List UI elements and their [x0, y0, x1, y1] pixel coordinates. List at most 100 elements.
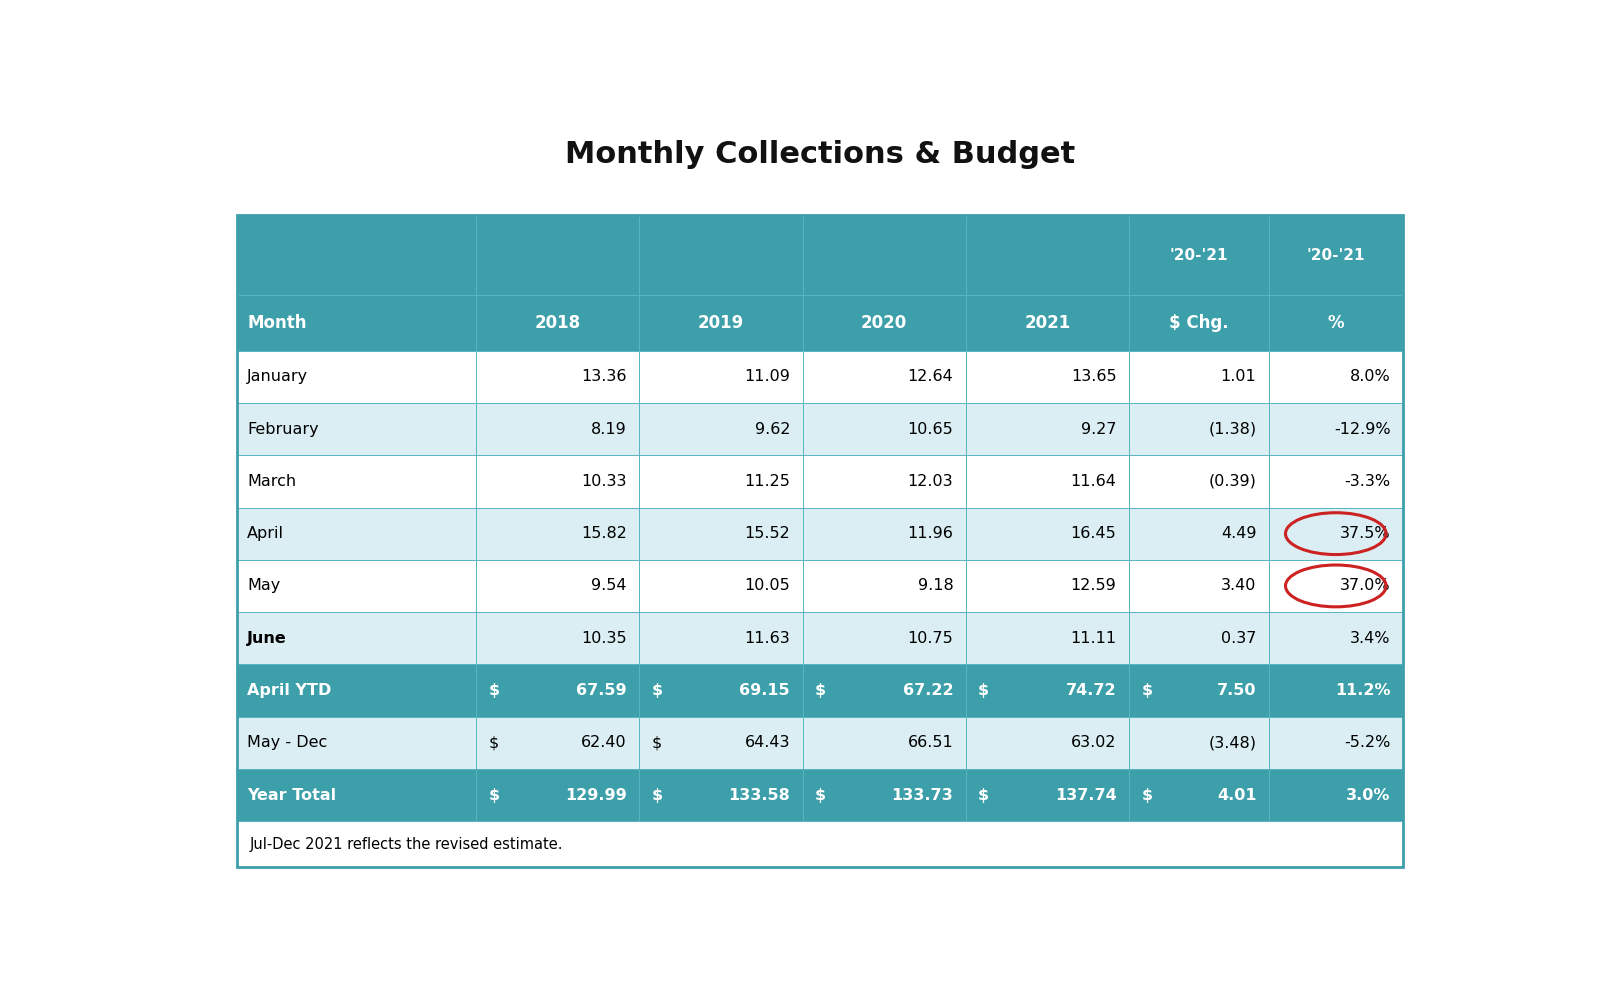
Text: 12.64: 12.64 [907, 370, 954, 384]
Bar [803, 716, 966, 769]
Text: 13.65: 13.65 [1070, 370, 1117, 384]
Bar [966, 664, 1130, 716]
Bar [477, 560, 640, 613]
Text: $ Chg.: $ Chg. [1170, 314, 1229, 332]
Text: 15.82: 15.82 [581, 526, 627, 541]
Text: 63.02: 63.02 [1070, 735, 1117, 750]
Text: 2021: 2021 [1024, 314, 1070, 332]
Bar [1269, 716, 1403, 769]
Bar [237, 215, 477, 296]
Text: 12.59: 12.59 [1070, 579, 1117, 594]
Bar [803, 560, 966, 613]
Bar [477, 769, 640, 821]
Text: 4.01: 4.01 [1218, 788, 1256, 803]
Bar [237, 455, 477, 508]
Text: 12.03: 12.03 [907, 474, 954, 489]
Bar [1130, 664, 1269, 716]
Text: $: $ [1141, 788, 1152, 803]
Text: %: % [1328, 314, 1344, 332]
Text: March: March [246, 474, 296, 489]
Text: Monthly Collections & Budget: Monthly Collections & Budget [565, 139, 1075, 168]
Bar [640, 403, 803, 455]
Text: 3.0%: 3.0% [1346, 788, 1390, 803]
Text: 10.35: 10.35 [581, 630, 627, 645]
Text: (3.48): (3.48) [1208, 735, 1256, 750]
Text: 62.40: 62.40 [581, 735, 627, 750]
Bar [477, 455, 640, 508]
Text: 133.73: 133.73 [891, 788, 954, 803]
Bar [640, 508, 803, 560]
Text: 10.05: 10.05 [744, 579, 790, 594]
Text: 137.74: 137.74 [1054, 788, 1117, 803]
Bar [966, 769, 1130, 821]
Text: May: May [246, 579, 280, 594]
Bar [640, 455, 803, 508]
Text: 15.52: 15.52 [744, 526, 790, 541]
Bar [477, 351, 640, 403]
Bar [640, 560, 803, 613]
Bar [640, 215, 803, 296]
Text: 11.64: 11.64 [1070, 474, 1117, 489]
Bar [1130, 455, 1269, 508]
Text: $: $ [978, 683, 989, 698]
Text: 37.5%: 37.5% [1339, 526, 1390, 541]
Bar [966, 455, 1130, 508]
Text: $: $ [814, 788, 826, 803]
Bar [237, 664, 477, 716]
Text: 9.54: 9.54 [592, 579, 627, 594]
Bar [477, 508, 640, 560]
Text: $: $ [488, 735, 499, 750]
Bar [966, 560, 1130, 613]
Bar [640, 716, 803, 769]
Text: (1.38): (1.38) [1208, 421, 1256, 436]
Bar [640, 769, 803, 821]
Bar [237, 351, 477, 403]
Text: 11.63: 11.63 [744, 630, 790, 645]
Bar [477, 215, 640, 296]
Text: (0.39): (0.39) [1208, 474, 1256, 489]
Text: April YTD: April YTD [246, 683, 331, 698]
Bar [640, 296, 803, 351]
Bar [803, 508, 966, 560]
Text: 9.27: 9.27 [1082, 421, 1117, 436]
Text: 8.0%: 8.0% [1350, 370, 1390, 384]
Bar [803, 455, 966, 508]
Text: $: $ [488, 788, 499, 803]
Bar [237, 716, 477, 769]
Bar [966, 215, 1130, 296]
Bar [966, 351, 1130, 403]
Text: '20-'21: '20-'21 [1170, 248, 1229, 263]
Bar [966, 716, 1130, 769]
Text: -12.9%: -12.9% [1334, 421, 1390, 436]
Bar [1130, 215, 1269, 296]
Text: 2019: 2019 [698, 314, 744, 332]
Bar [237, 613, 477, 664]
Bar [640, 664, 803, 716]
Text: -3.3%: -3.3% [1344, 474, 1390, 489]
Bar [1130, 403, 1269, 455]
Bar [803, 613, 966, 664]
Bar [1269, 455, 1403, 508]
Bar [477, 613, 640, 664]
Text: 69.15: 69.15 [739, 683, 790, 698]
Text: 11.09: 11.09 [744, 370, 790, 384]
Bar [803, 664, 966, 716]
Text: 37.0%: 37.0% [1339, 579, 1390, 594]
Bar [803, 351, 966, 403]
Text: Year Total: Year Total [246, 788, 336, 803]
Text: 129.99: 129.99 [565, 788, 627, 803]
Text: -5.2%: -5.2% [1344, 735, 1390, 750]
Bar [1130, 769, 1269, 821]
Bar [803, 215, 966, 296]
Bar [966, 296, 1130, 351]
Text: 11.11: 11.11 [1070, 630, 1117, 645]
Text: 1.01: 1.01 [1221, 370, 1256, 384]
Text: 9.62: 9.62 [755, 421, 790, 436]
Bar [1130, 613, 1269, 664]
Text: 74.72: 74.72 [1066, 683, 1117, 698]
Text: 3.40: 3.40 [1221, 579, 1256, 594]
Text: 9.18: 9.18 [917, 579, 954, 594]
Text: 7.50: 7.50 [1218, 683, 1256, 698]
Bar [966, 613, 1130, 664]
Bar [477, 403, 640, 455]
